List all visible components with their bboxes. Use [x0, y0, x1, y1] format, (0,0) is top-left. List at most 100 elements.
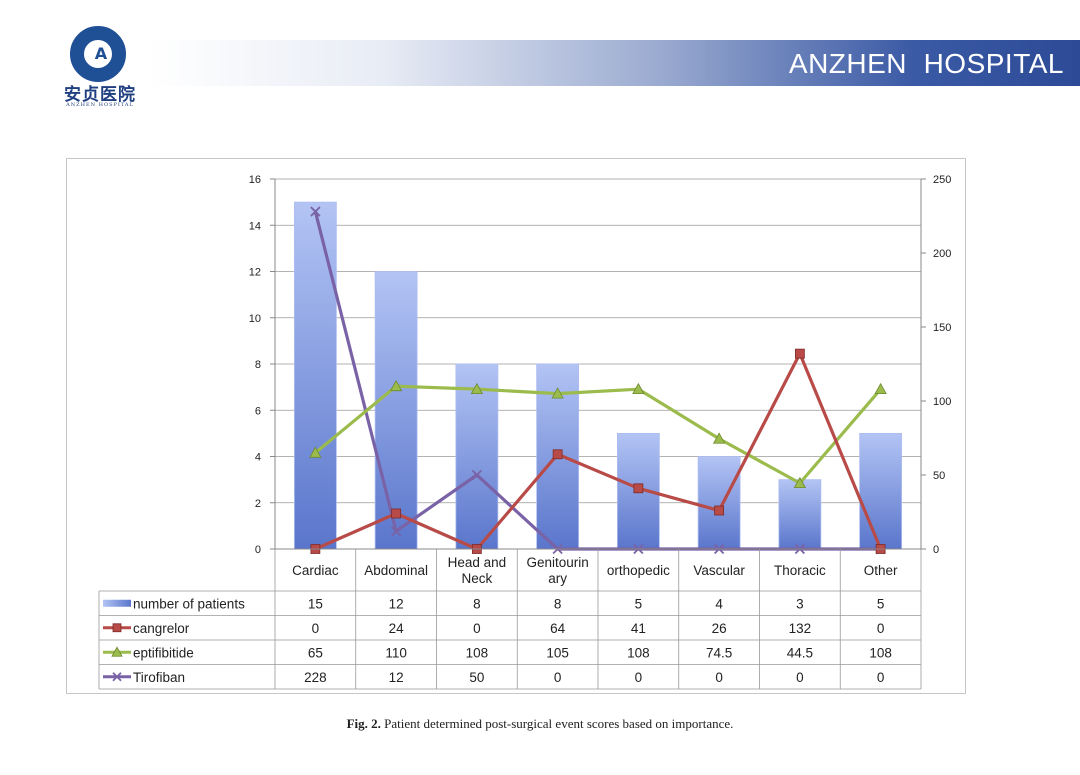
data-label-tirofiban-0: 228 [304, 670, 327, 685]
data-label-eptifibitide-4: 108 [627, 645, 650, 660]
data-label-tirofiban-6: 0 [796, 670, 804, 685]
point-cangrelor-4 [633, 483, 644, 494]
logo-mark: A [94, 44, 108, 63]
data-label-number-of-patients-2: 8 [473, 596, 481, 611]
series-line-cangrelor [314, 352, 883, 551]
y-left-tick-label-8: 8 [255, 359, 261, 371]
x-tick-label-2-0: Head and [448, 555, 507, 570]
logo-chinese-name: 安贞医院 [64, 85, 136, 105]
data-label-number-of-patients-0: 15 [308, 596, 323, 611]
legend-key-number-of-patients [103, 599, 131, 607]
data-label-number-of-patients-5: 4 [715, 596, 723, 611]
y-right-tick-label-100: 100 [933, 396, 951, 408]
point-eptifibitide-0 [309, 446, 322, 458]
data-label-tirofiban-2: 50 [469, 670, 484, 685]
header-banner: ANZHEN HOSPITAL [150, 40, 1080, 86]
point-eptifibitide-2 [470, 382, 484, 395]
legend-marker-eptifibitide [111, 646, 123, 657]
bar-thoracic [778, 479, 822, 550]
y-left-tick-label-14: 14 [249, 220, 261, 232]
legend-marker-cangrelor [112, 623, 122, 633]
bar-head-and-neck [455, 363, 499, 550]
point-tirofiban-1 [390, 526, 402, 537]
y-left-tick-label-12: 12 [249, 267, 261, 279]
legend-label-eptifibitide: eptifibitide [133, 645, 194, 660]
legend-label-cangrelor: cangrelor [133, 621, 190, 636]
data-label-cangrelor-6: 132 [789, 621, 812, 636]
point-tirofiban-2 [471, 469, 483, 481]
data-label-cangrelor-7: 0 [877, 621, 885, 636]
x-tick-label-4-0: orthopedic [607, 563, 670, 578]
data-label-eptifibitide-2: 108 [466, 645, 489, 660]
point-cangrelor-3 [552, 449, 563, 460]
point-cangrelor-1 [391, 508, 402, 519]
chart-frame: 0 2 4 6 8 10 12 14 16 0 50 100 150 200 250 Cardiac Abdom… [66, 158, 966, 694]
point-eptifibitide-6 [793, 476, 807, 489]
data-label-tirofiban-1: 12 [389, 670, 404, 685]
series-line-eptifibitide [314, 384, 882, 485]
data-label-number-of-patients-3: 8 [554, 596, 562, 611]
legend-label-tirofiban: Tirofiban [133, 670, 185, 685]
hospital-logo: A 安贞医院 ANZHEN HOSPITAL [52, 26, 148, 108]
point-eptifibitide-4 [632, 382, 645, 395]
data-label-cangrelor-5: 26 [712, 621, 727, 636]
data-label-eptifibitide-1: 110 [385, 645, 407, 660]
y-left-tick-label-4: 4 [255, 452, 261, 464]
y-left-tick-label-10: 10 [249, 313, 261, 325]
bar-other [859, 432, 903, 550]
banner-title: ANZHEN HOSPITAL [788, 48, 1064, 79]
x-tick-label-2-1: Neck [461, 571, 492, 586]
point-eptifibitide-5 [712, 432, 726, 444]
caption-label: Fig. 2. [346, 716, 381, 731]
point-eptifibitide-1 [389, 379, 403, 392]
x-tick-label-1-0: Abdominal [364, 563, 428, 578]
data-label-tirofiban-3: 0 [554, 670, 562, 685]
caption-text: Patient determined post-surgical event s… [380, 716, 734, 731]
logo-english-name: ANZHEN HOSPITAL [66, 102, 134, 108]
data-label-eptifibitide-3: 105 [546, 645, 569, 660]
data-label-number-of-patients-7: 5 [877, 596, 885, 611]
data-label-cangrelor-4: 41 [631, 621, 646, 636]
y-right-tick-label-150: 150 [933, 322, 951, 334]
data-label-tirofiban-4: 0 [635, 670, 643, 685]
data-label-cangrelor-0: 0 [312, 621, 320, 636]
figure-caption: Fig. 2. Patient determined post-surgical… [0, 716, 1080, 732]
y-right-tick-label-0: 0 [933, 544, 939, 556]
data-label-number-of-patients-4: 5 [635, 596, 643, 611]
y-left-tick-label-6: 6 [255, 405, 261, 417]
x-tick-label-3-1: ary [548, 571, 567, 586]
legend-marker-tirofiban [112, 672, 122, 682]
point-cangrelor-6 [794, 348, 805, 359]
data-label-cangrelor-1: 24 [389, 621, 405, 636]
y-right-tick-label-50: 50 [933, 470, 945, 482]
point-tirofiban-0 [310, 206, 321, 217]
x-tick-label-7-0: Other [864, 563, 898, 578]
data-label-cangrelor-3: 64 [550, 621, 566, 636]
data-label-tirofiban-5: 0 [715, 670, 723, 685]
y-left-tick-label-16: 16 [249, 174, 261, 186]
data-label-cangrelor-2: 0 [473, 621, 481, 636]
bar-vascular [697, 456, 741, 550]
data-label-eptifibitide-6: 44.5 [787, 645, 813, 660]
legend-label-number-of-patients: number of patients [133, 596, 245, 611]
y-left-tick-label-2: 2 [255, 498, 261, 510]
point-cangrelor-5 [714, 505, 725, 516]
bar-cardiac [293, 201, 337, 550]
data-label-eptifibitide-5: 74.5 [706, 645, 732, 660]
x-tick-label-5-0: Vascular [693, 563, 745, 578]
y-right-tick-label-200: 200 [933, 248, 951, 260]
y-left-tick-label-0: 0 [255, 544, 261, 556]
data-label-number-of-patients-1: 12 [389, 596, 404, 611]
bar-abdominal [374, 271, 418, 550]
point-eptifibitide-3 [551, 387, 564, 399]
data-label-eptifibitide-0: 65 [308, 645, 323, 660]
y-right-tick-label-250: 250 [933, 174, 951, 186]
data-label-eptifibitide-7: 108 [869, 645, 892, 660]
data-label-number-of-patients-6: 3 [796, 596, 804, 611]
x-tick-label-0-0: Cardiac [292, 563, 339, 578]
logo-emblem-icon: A [70, 26, 126, 82]
x-tick-label-3-0: Genitourin [526, 555, 588, 570]
x-tick-label-6-0: Thoracic [774, 563, 826, 578]
point-eptifibitide-7 [874, 382, 887, 395]
